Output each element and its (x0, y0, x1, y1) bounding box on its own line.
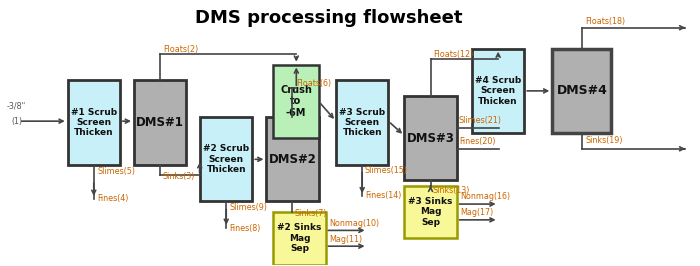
Text: #3 Sinks
Mag
Sep: #3 Sinks Mag Sep (408, 197, 453, 227)
Text: DMS processing flowsheet: DMS processing flowsheet (195, 9, 463, 27)
Text: (1): (1) (11, 117, 22, 126)
Text: #3 Scrub
Screen
Thicken: #3 Scrub Screen Thicken (339, 107, 385, 137)
Text: Mag(11): Mag(11) (329, 235, 362, 244)
Text: Floats(6): Floats(6) (296, 79, 331, 88)
Text: Fines(20): Fines(20) (458, 137, 496, 146)
Text: Floats(18): Floats(18) (585, 17, 625, 26)
Text: Floats(12): Floats(12) (433, 50, 474, 59)
Text: Crush
to
-6M: Crush to -6M (280, 85, 312, 118)
Text: Floats(2): Floats(2) (164, 45, 199, 54)
Text: Sinks(7): Sinks(7) (295, 209, 327, 218)
Text: Mag(17): Mag(17) (460, 208, 494, 217)
FancyBboxPatch shape (405, 186, 456, 238)
Text: Fines(4): Fines(4) (97, 194, 129, 202)
FancyBboxPatch shape (552, 49, 612, 133)
FancyBboxPatch shape (336, 80, 389, 165)
FancyBboxPatch shape (273, 212, 326, 265)
Text: #2 Scrub
Screen
Thicken: #2 Scrub Screen Thicken (203, 144, 249, 174)
Text: Sinks(13): Sinks(13) (433, 186, 470, 195)
Text: DMS#2: DMS#2 (269, 153, 316, 166)
Text: Slimes(15): Slimes(15) (365, 166, 408, 175)
Text: DMS#4: DMS#4 (556, 84, 608, 97)
Text: Nonmag(10): Nonmag(10) (329, 219, 379, 228)
Text: Slimes(9): Slimes(9) (230, 203, 267, 212)
Text: Sinks(19): Sinks(19) (585, 136, 623, 145)
Text: Fines(8): Fines(8) (230, 224, 261, 233)
FancyBboxPatch shape (472, 49, 524, 133)
Text: -3/8": -3/8" (7, 102, 27, 111)
FancyBboxPatch shape (273, 65, 318, 138)
FancyBboxPatch shape (405, 96, 456, 180)
Text: #4 Scrub
Screen
Thicken: #4 Scrub Screen Thicken (475, 76, 522, 106)
Text: Fines(14): Fines(14) (365, 191, 401, 200)
Text: Sinks(3): Sinks(3) (162, 172, 195, 181)
Text: DMS#3: DMS#3 (407, 132, 454, 145)
Text: Slimes(21): Slimes(21) (458, 116, 502, 125)
FancyBboxPatch shape (134, 80, 186, 165)
Text: #2 Sinks
Mag
Sep: #2 Sinks Mag Sep (277, 223, 321, 253)
Text: DMS#1: DMS#1 (136, 116, 184, 129)
Text: #1 Scrub
Screen
Thicken: #1 Scrub Screen Thicken (71, 107, 117, 137)
FancyBboxPatch shape (266, 117, 318, 201)
Text: Slimes(5): Slimes(5) (97, 167, 135, 176)
FancyBboxPatch shape (200, 117, 253, 201)
FancyBboxPatch shape (68, 80, 120, 165)
Text: Nonmag(16): Nonmag(16) (460, 192, 510, 201)
